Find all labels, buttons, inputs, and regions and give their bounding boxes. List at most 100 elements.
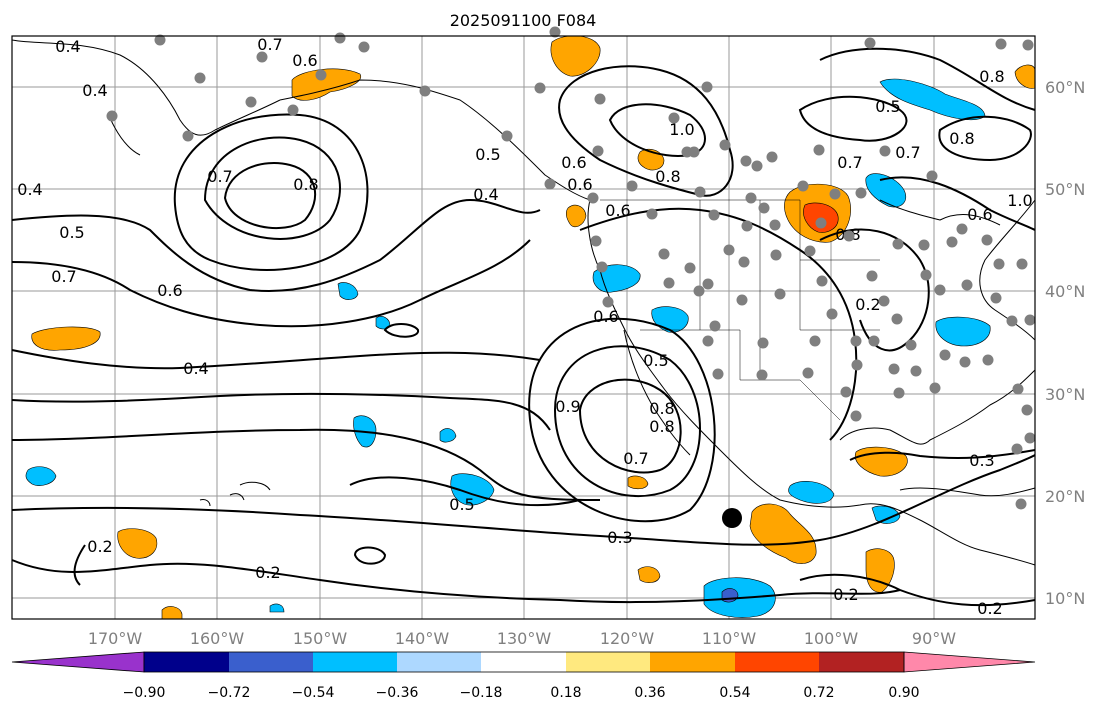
contour-label: 0.8 bbox=[649, 399, 674, 418]
contour-line bbox=[578, 378, 682, 474]
station-marker bbox=[802, 367, 814, 379]
lon-tick-label: 130°W bbox=[497, 629, 552, 648]
contour-label: 0.5 bbox=[449, 495, 474, 514]
contour-line bbox=[819, 228, 930, 352]
station-marker bbox=[1021, 404, 1033, 416]
station-marker bbox=[769, 219, 781, 231]
contour-label: 0.7 bbox=[895, 143, 920, 162]
contour-label: 0.2 bbox=[833, 585, 858, 604]
contour-line bbox=[353, 546, 387, 565]
station-marker bbox=[1012, 383, 1024, 395]
station-marker bbox=[851, 359, 863, 371]
colorbar-segment bbox=[566, 652, 650, 672]
colorbar-extend-high bbox=[903, 651, 1036, 673]
anomaly-negative bbox=[439, 428, 457, 443]
station-marker bbox=[708, 209, 720, 221]
anomaly-positive bbox=[749, 503, 817, 564]
contour-line bbox=[11, 198, 541, 292]
station-marker bbox=[1022, 39, 1034, 51]
colorbar-tick-label: −0.54 bbox=[292, 685, 335, 701]
station-marker bbox=[864, 37, 876, 49]
station-marker bbox=[816, 275, 828, 287]
station-marker bbox=[815, 217, 827, 229]
anomaly-negative bbox=[935, 316, 991, 347]
station-marker bbox=[766, 151, 778, 163]
contour-label: 0.7 bbox=[51, 267, 76, 286]
lon-tick-label: 120°W bbox=[600, 629, 655, 648]
station-marker bbox=[712, 368, 724, 380]
contour-line bbox=[938, 115, 1032, 162]
contour-line bbox=[799, 573, 1036, 607]
contour-line bbox=[798, 95, 908, 142]
station-marker bbox=[688, 146, 700, 158]
contour-line bbox=[553, 345, 701, 498]
colorbar-tick-label: 0.54 bbox=[719, 685, 750, 701]
station-marker bbox=[501, 130, 513, 142]
contour-line bbox=[528, 317, 716, 523]
station-marker bbox=[990, 292, 1002, 304]
colorbar-tick-label: 0.90 bbox=[888, 685, 919, 701]
station-marker bbox=[751, 160, 763, 172]
station-marker bbox=[719, 139, 731, 151]
colorbar-segment bbox=[481, 652, 566, 672]
contour-label: 0.2 bbox=[87, 537, 112, 556]
station-marker bbox=[702, 335, 714, 347]
contour-label: 0.6 bbox=[292, 51, 317, 70]
lat-tick-label: 10°N bbox=[1045, 589, 1085, 608]
contour-label: 0.4 bbox=[17, 180, 42, 199]
contour-line bbox=[558, 65, 734, 197]
station-marker bbox=[879, 145, 891, 157]
colorbar: −0.90 −0.72 −0.54 −0.36 −0.18 0.18 0.36 … bbox=[11, 651, 1036, 701]
colorbar-tick-label: −0.90 bbox=[123, 685, 166, 701]
contour-line bbox=[11, 428, 601, 501]
contour-label: 1.0 bbox=[1007, 191, 1032, 210]
station-marker bbox=[549, 26, 561, 38]
contour-label: 0.6 bbox=[157, 281, 182, 300]
contour-label: 0.7 bbox=[623, 449, 648, 468]
station-marker bbox=[993, 258, 1005, 270]
station-marker bbox=[668, 112, 680, 124]
map-title: 2025091100 F084 bbox=[450, 11, 597, 30]
station-marker bbox=[740, 155, 752, 167]
station-marker bbox=[939, 349, 951, 361]
contours bbox=[11, 47, 1036, 607]
coast-baja bbox=[623, 329, 691, 456]
station-marker bbox=[959, 356, 971, 368]
contour-label: 0.3 bbox=[607, 528, 632, 547]
lon-tick-label: 140°W bbox=[395, 629, 450, 648]
anomaly-negative bbox=[337, 282, 359, 300]
contour-line bbox=[608, 103, 706, 157]
station-marker bbox=[702, 278, 714, 290]
colorbar-segment bbox=[144, 652, 229, 672]
station-marker bbox=[419, 85, 431, 97]
station-marker bbox=[587, 192, 599, 204]
station-marker bbox=[981, 234, 993, 246]
lat-tick-label: 30°N bbox=[1045, 385, 1085, 404]
station-marker bbox=[736, 294, 748, 306]
contour-line bbox=[383, 323, 419, 338]
contour-label: 0.6 bbox=[593, 307, 618, 326]
contour-line bbox=[73, 544, 86, 586]
station-marker bbox=[741, 220, 753, 232]
station-marker bbox=[1006, 315, 1018, 327]
contour-label: 1.0 bbox=[669, 120, 694, 139]
station-marker bbox=[1016, 258, 1028, 270]
station-marker bbox=[106, 110, 118, 122]
contour-label: 0.9 bbox=[555, 397, 580, 416]
station-marker bbox=[358, 41, 370, 53]
anomaly-positive bbox=[627, 475, 649, 490]
station-marker bbox=[602, 296, 614, 308]
highlight-point-marker bbox=[722, 508, 742, 528]
contour-line bbox=[11, 454, 1036, 546]
colorbar-tick-label: −0.18 bbox=[460, 685, 503, 701]
station-marker bbox=[797, 180, 809, 192]
station-marker bbox=[723, 244, 735, 256]
colorbar-tick-label: −0.36 bbox=[376, 685, 419, 701]
lon-tick-label: 170°W bbox=[88, 629, 143, 648]
contour-label: 0.2 bbox=[977, 599, 1002, 618]
station-marker bbox=[694, 186, 706, 198]
station-marker bbox=[813, 144, 825, 156]
contour-label: 0.7 bbox=[257, 35, 282, 54]
contour-label: 0.5 bbox=[59, 223, 84, 242]
lon-tick-label: 160°W bbox=[190, 629, 245, 648]
